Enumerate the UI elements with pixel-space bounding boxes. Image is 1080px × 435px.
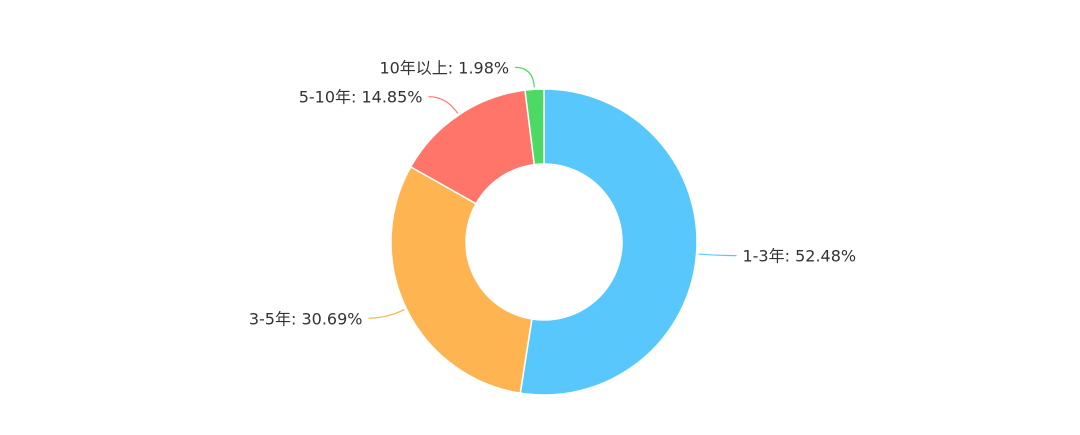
leader-line-1 — [698, 253, 737, 257]
data-label-2: 3-5年: 30.69% — [249, 309, 363, 328]
leader-lines-group — [368, 66, 737, 319]
slice-4-10[interactable] — [524, 88, 545, 166]
leader-line-4 — [515, 66, 535, 88]
data-label-1: 1-3年: 52.48% — [742, 247, 856, 266]
slice-2-3-5[interactable] — [390, 165, 533, 395]
leader-line-3 — [428, 96, 459, 114]
leader-line-2 — [368, 308, 405, 319]
data-label-4: 10年以上: 1.98% — [379, 58, 509, 77]
slices-group — [390, 88, 698, 396]
data-label-3: 5-10年: 14.85% — [299, 88, 423, 107]
labels-group: 1-3年: 52.48% 3-5年: 30.69% 5-10年: 14.85% 10年… — [249, 58, 856, 328]
slice-1-1-3[interactable] — [519, 88, 698, 396]
